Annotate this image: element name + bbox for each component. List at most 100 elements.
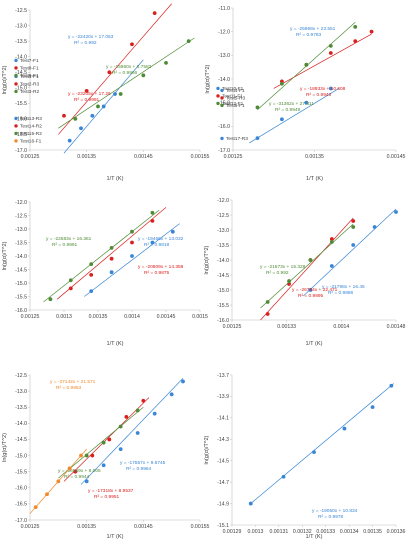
y-tick-label: -15.5	[15, 469, 27, 475]
trend-r-squared: R² = 0.9818	[144, 242, 170, 248]
data-point-test12-f1	[265, 300, 270, 304]
trend-equation: y = -22420x + 17.053	[68, 34, 114, 40]
trendline-test9-f1	[43, 209, 160, 303]
y-tick-label: -17.0	[218, 148, 230, 154]
data-point-test9-f1	[150, 210, 155, 215]
trend-r-squared: R² = 0.992	[266, 270, 289, 276]
x-tick-label: 0.00125	[223, 324, 242, 330]
data-point-test3-r2	[118, 92, 123, 96]
data-point-test16-f1	[45, 492, 49, 497]
y-tick-label: -13.5	[15, 405, 27, 411]
y-tick-label: -14.0	[15, 254, 27, 260]
data-point-test1-f1	[67, 138, 72, 143]
trend-r-squared: R² = 0.9783	[296, 32, 322, 38]
data-point-test12-f1	[287, 279, 291, 283]
data-point-test5-r3	[353, 39, 358, 44]
data-point-test3-r2	[96, 104, 100, 109]
legend-marker	[220, 88, 224, 93]
x-tick-label: 0.0014	[124, 314, 140, 320]
trend-equation: y = -26794x + 22.471	[292, 287, 338, 293]
legend-marker	[14, 89, 18, 94]
data-point-test17-r3	[389, 383, 394, 388]
legend-marker	[14, 58, 18, 63]
y-tick-label: -13.0	[217, 228, 229, 234]
x-tick-label: 0.00133	[316, 529, 335, 535]
data-point-test7-f1	[150, 240, 155, 245]
data-point-test5-r3	[369, 29, 374, 34]
y-tick-label: -14.5	[15, 437, 27, 443]
data-point-test8-f1	[89, 273, 94, 277]
data-point-test4-f1	[328, 86, 333, 91]
data-point-test16-f1	[67, 466, 72, 471]
trend-equation: y = -23205x + 17.26	[68, 91, 111, 97]
trend-equation: y = -18933x + 10.608	[300, 86, 346, 92]
trendline-test12-f1	[260, 223, 354, 309]
y-tick-label: -14.5	[217, 273, 229, 279]
x-axis-label: 1/T (K)	[107, 341, 124, 347]
data-point-test4-f1	[255, 136, 260, 141]
data-point-test10-f1	[308, 288, 313, 292]
x-tick-label: 0.00131	[269, 529, 288, 535]
trend-equation: y = -22583x + 16.361	[46, 236, 92, 242]
y-tick-label: -13.9	[217, 394, 229, 400]
data-point-test7-f1	[109, 270, 114, 275]
data-point-test2-r3	[84, 88, 89, 93]
data-point-test13-r3	[169, 392, 174, 397]
trendline-test7-f1	[84, 223, 180, 297]
legend-marker	[216, 94, 220, 98]
legend-marker	[216, 101, 220, 106]
trend-equation: y = -16569x + 8.005	[58, 468, 101, 474]
trendline-test8-f1	[56, 207, 167, 300]
trend-equation: y = -17557x + 9.6745	[120, 460, 166, 466]
trend-r-squared: R² = 0.9886	[328, 290, 354, 296]
data-point-test13-r3	[101, 463, 106, 468]
legend-label: Test5-R3	[226, 96, 246, 102]
data-point-test1-f1	[101, 104, 106, 109]
data-point-test11-f1	[329, 237, 334, 241]
y-tick-label: -14.1	[217, 416, 229, 422]
y-tick-label: -13.5	[217, 243, 229, 249]
legend-marker	[14, 116, 18, 121]
x-tick-label: 0.0015	[192, 314, 208, 320]
y-tick-label: -16.0	[15, 486, 27, 492]
trend-equation: y = -19050x + 10.834	[312, 508, 358, 514]
legend-marker	[14, 124, 18, 128]
data-point-test2-r3	[130, 42, 134, 47]
y-tick-label: -14.7	[217, 480, 229, 486]
data-point-test4-f1	[280, 117, 284, 122]
x-tick-label: 0.00125	[224, 154, 243, 160]
y-tick-label: -13.0	[218, 53, 230, 59]
data-point-test7-f1	[130, 254, 134, 258]
data-point-test15-r2	[101, 440, 106, 445]
data-point-test17-r3	[370, 405, 375, 410]
legend-label: Test1-F1	[20, 74, 39, 80]
trend-equation: y = -17318x + 8.9537	[88, 488, 134, 494]
data-point-test10-f1	[394, 210, 398, 214]
legend-label: Test9-F1	[20, 73, 39, 79]
legend-label: Test12-F1	[222, 101, 244, 107]
y-axis-label: ln(g(α)/T^2)	[204, 435, 210, 464]
trend-equation: y = -25969x + 23.551	[290, 26, 336, 32]
legend-label: Test2-R3	[20, 82, 40, 88]
data-point-test11-f1	[351, 219, 356, 223]
trend-equation: y = -20809x + 14.358	[138, 264, 184, 270]
data-point-test14-r2	[107, 437, 112, 442]
data-point-test8-f1	[130, 240, 134, 245]
y-tick-label: -14.9	[217, 501, 229, 507]
x-tick-label: 0.00136	[387, 529, 406, 535]
data-point-test9-f1	[48, 297, 53, 302]
data-point-test15-r2	[84, 453, 89, 458]
data-point-test17-r3	[312, 450, 316, 455]
trendline-test2-r3	[58, 3, 172, 135]
x-axis-label: 1/T (K)	[306, 341, 323, 347]
y-tick-label: -14.5	[217, 459, 229, 465]
trend-r-squared: R² = 0.9991	[74, 97, 100, 103]
legend-marker	[14, 131, 18, 136]
legend-marker	[14, 82, 18, 86]
legend-label: Test15-R2	[20, 131, 42, 137]
trend-r-squared: R² = 0.992	[74, 40, 97, 46]
legend-marker	[216, 86, 220, 91]
legend-marker	[220, 136, 224, 141]
legend-marker	[220, 103, 224, 108]
